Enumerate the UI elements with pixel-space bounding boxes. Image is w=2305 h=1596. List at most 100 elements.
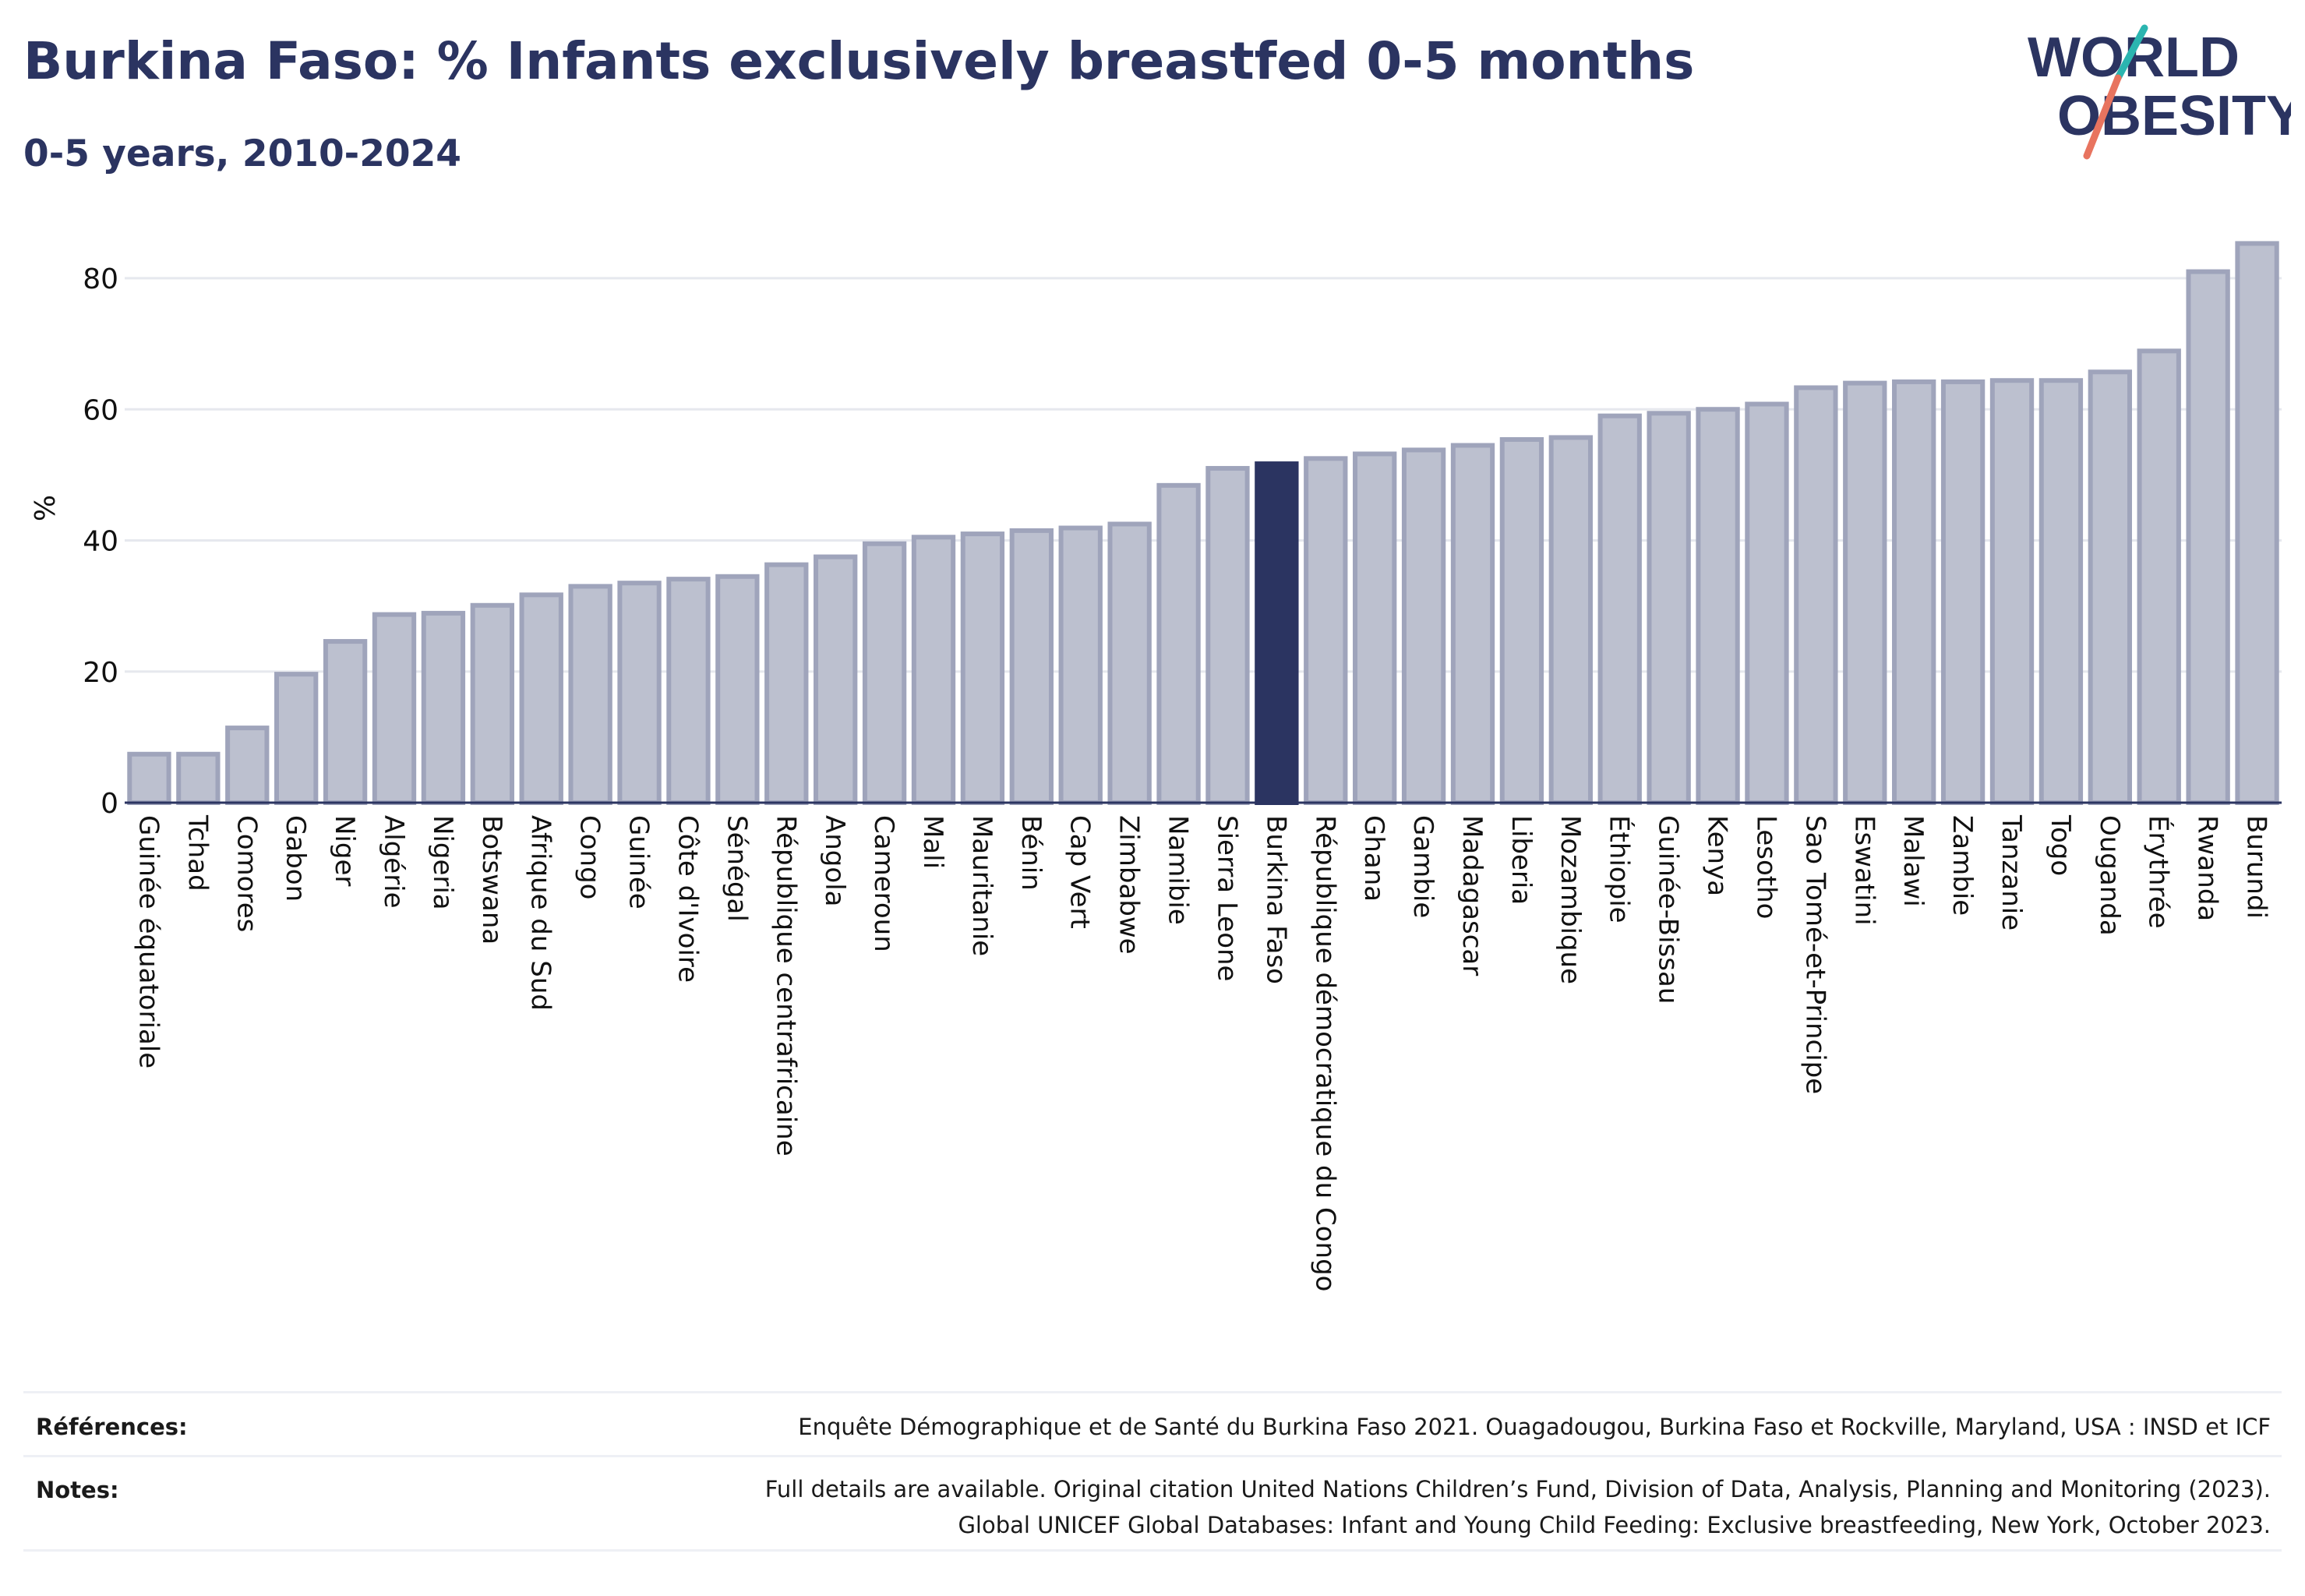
- bar: [617, 581, 662, 806]
- world-obesity-logo: WORLD OBESITY: [2028, 24, 2291, 160]
- x-tick-label: Rwanda: [2192, 815, 2223, 921]
- y-tick-label: 0: [101, 788, 118, 820]
- x-tick-label: Tchad: [182, 814, 213, 892]
- bar: [127, 751, 171, 805]
- bar: [911, 535, 956, 805]
- bar: [1794, 385, 1838, 805]
- x-tick-label: Guinée équatoriale: [132, 815, 164, 1068]
- notes-line-2: Global UNICEF Global Databases: Infant a…: [958, 1512, 2271, 1538]
- bar: [1647, 411, 1691, 805]
- bar: [1401, 447, 1446, 805]
- bars: [127, 241, 2279, 806]
- chart-title: Burkina Faso: % Infants exclusively brea…: [23, 31, 1695, 91]
- x-tick-label: Zimbabwe: [1114, 815, 1145, 955]
- bar: [862, 541, 907, 805]
- x-tick-label: Gambie: [1407, 815, 1438, 918]
- x-tick-label: Comores: [231, 815, 262, 932]
- bar: [764, 562, 809, 805]
- x-tick-label: Angola: [819, 815, 850, 906]
- bar: [2235, 241, 2279, 805]
- x-tick-label: Madagascar: [1456, 815, 1488, 976]
- x-tick-label: Zambie: [1947, 815, 1978, 916]
- bar: [519, 592, 563, 805]
- bar: [568, 584, 612, 805]
- x-tick-label: Eswatini: [1848, 815, 1880, 926]
- x-tick-label: Sénégal: [721, 815, 752, 922]
- notes-row: Notes: Full details are available. Origi…: [23, 1455, 2282, 1552]
- x-tick-label: République centrafricaine: [770, 815, 801, 1156]
- x-tick-label: Lesotho: [1750, 815, 1781, 919]
- x-tick-label: Ghana: [1358, 815, 1389, 902]
- x-tick-label: Guinée: [623, 815, 655, 909]
- x-tick-label: Mozambique: [1555, 815, 1586, 984]
- bar: [666, 577, 711, 805]
- bar: [715, 574, 760, 805]
- bar: [1499, 436, 1544, 805]
- x-tick-label: Burundi: [2241, 815, 2272, 919]
- bar: [1107, 521, 1152, 805]
- x-tick-labels: Guinée équatoriale Tchad Comores Gabon Niger…: [132, 814, 2271, 1291]
- bar: [225, 726, 270, 805]
- x-tick-label: Sierra Leone: [1211, 815, 1242, 981]
- bar: [1597, 413, 1642, 805]
- x-tick-label: Ouganda: [2094, 815, 2125, 936]
- bar: [1940, 379, 1986, 806]
- x-tick-label: Côte d'Ivoire: [672, 815, 703, 983]
- x-tick-label: Liberia: [1505, 815, 1537, 905]
- x-tick-label: Togo: [2045, 814, 2076, 876]
- x-tick-label: Tanzanie: [1996, 814, 2027, 930]
- bar: [176, 751, 221, 805]
- y-tick-label: 80: [83, 263, 118, 295]
- bar: [1843, 380, 1887, 806]
- x-tick-label: Burkina Faso: [1260, 815, 1291, 984]
- bar: [1745, 401, 1789, 806]
- bar: [2038, 378, 2084, 805]
- x-tick-label: Gabon: [280, 815, 311, 902]
- chart-subtitle: 0-5 years, 2010-2024: [23, 132, 462, 175]
- notes-line-1: Full details are available. Original cit…: [764, 1476, 2271, 1502]
- bar: [2186, 269, 2230, 805]
- bar: [372, 612, 417, 806]
- bar: [1058, 525, 1103, 805]
- references-label: Références:: [36, 1414, 188, 1440]
- x-tick-label: Kenya: [1702, 815, 1733, 896]
- x-tick-label: Malawi: [1897, 815, 1929, 907]
- bar: [1450, 443, 1495, 805]
- bar: [1009, 528, 1054, 805]
- x-tick-label: Guinée-Bissau: [1653, 815, 1684, 1004]
- x-tick-label: Sao Tomé-et-Principe: [1799, 815, 1830, 1094]
- x-tick-label: Nigeria: [427, 815, 458, 910]
- bar: [2137, 348, 2181, 806]
- x-tick-label: Congo: [574, 815, 605, 899]
- x-tick-label: Afrique du Sud: [525, 815, 556, 1011]
- references-text: Enquête Démographique et de Santé du Bur…: [798, 1414, 2271, 1440]
- bar: [470, 602, 514, 805]
- bar: [1255, 461, 1299, 805]
- bar: [1548, 435, 1593, 806]
- bar: [1892, 379, 1936, 806]
- bar: [2088, 369, 2132, 805]
- bar: [274, 672, 319, 805]
- bar: [814, 554, 858, 805]
- y-tick-label: 20: [83, 657, 118, 689]
- bar: [1353, 451, 1397, 806]
- logo-line1: WORLD: [2028, 26, 2240, 89]
- bar: [960, 531, 1005, 806]
- bar-chart: 0 20 40 60 80 Guinée équatoriale Tchad Comores…: [30, 241, 2282, 1291]
- references-row: Références: Enquête Démographique et de …: [23, 1391, 2282, 1455]
- logo-slash-coral: [2083, 74, 2122, 160]
- x-tick-label: Niger: [329, 815, 360, 886]
- x-tick-label: Cap Vert: [1064, 815, 1096, 929]
- y-tick-label: 60: [83, 394, 118, 426]
- x-tick-label: Érythrée: [2143, 815, 2175, 929]
- logo-slash-teal: [2114, 24, 2148, 82]
- notes-label: Notes:: [36, 1477, 119, 1503]
- x-tick-label: Cameroun: [868, 815, 899, 952]
- y-tick-labels: 0 20 40 60 80: [83, 263, 118, 820]
- x-tick-label: Namibie: [1163, 815, 1194, 925]
- x-tick-label: Algérie: [378, 815, 409, 909]
- bar: [1156, 482, 1201, 806]
- x-tick-label: Botswana: [476, 815, 507, 945]
- y-tick-label: 40: [83, 526, 118, 558]
- bar: [1989, 378, 2035, 805]
